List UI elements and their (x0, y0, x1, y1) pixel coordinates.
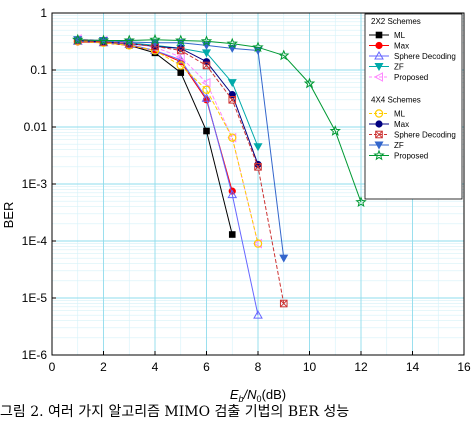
data-point (226, 37, 238, 49)
data-point (303, 77, 316, 89)
legend-label: ZF (394, 141, 404, 150)
x-tick-label: 0 (49, 360, 56, 374)
data-point (149, 33, 161, 45)
legend-label: ZF (394, 63, 404, 72)
data-point (279, 254, 289, 263)
legend-marker (373, 72, 383, 82)
x-tick-label: 6 (203, 360, 210, 374)
data-point (278, 49, 290, 61)
x-tick-label: 2 (100, 360, 107, 374)
legend-label: ML (394, 31, 406, 40)
data-point (279, 299, 288, 308)
data-point (228, 231, 236, 238)
y-tick-label: 1E-4 (22, 234, 48, 248)
axis-ticks: 0 2 4 6 8 10 12 14 16 1 0.1 0.01 1E-3 1E-4 1E-5 1E-6 (22, 6, 471, 374)
x-tick-label: 10 (303, 360, 317, 374)
x-tick-label: 4 (152, 360, 159, 374)
series-line-4x4-schemes-max (77, 39, 259, 165)
x-axis-label: Eb/N0(dB) (230, 387, 286, 404)
legend-label: ML (394, 110, 406, 119)
data-point (227, 79, 237, 88)
series-line-4x4-schemes-ml (77, 40, 259, 244)
series-line-4x4-schemes-proposed (77, 39, 362, 203)
data-point (177, 44, 185, 52)
data-point (355, 196, 367, 207)
x-tick-label: 12 (354, 360, 368, 374)
data-point (200, 35, 213, 47)
legend-marker (375, 130, 383, 139)
legend-group-title: 2X2 Schemes (371, 17, 421, 26)
legend-marker (375, 41, 383, 50)
legend-label: Max (394, 120, 409, 129)
data-point (72, 33, 84, 45)
data-point (177, 69, 185, 76)
y-tick-label: 1 (40, 6, 47, 20)
data-point (175, 52, 185, 62)
data-point (228, 133, 237, 142)
legend-label: Proposed (394, 73, 428, 82)
legend-box (364, 13, 463, 200)
legend-label: Sphere Decoding (394, 52, 456, 61)
legend-marker (375, 31, 383, 39)
data-point (252, 41, 264, 53)
legend-group-title: 4X4 Schemes (371, 96, 421, 105)
data-point (228, 96, 237, 104)
data-point (201, 77, 211, 88)
data-point (202, 49, 211, 58)
x-tick-label: 16 (457, 360, 471, 374)
data-point (175, 34, 187, 46)
legend-marker (374, 63, 384, 71)
data-point (202, 61, 211, 70)
legend-marker (374, 109, 384, 118)
data-point (202, 85, 211, 94)
legend-marker (374, 141, 384, 150)
data-point (329, 125, 341, 136)
data-point (201, 93, 212, 102)
legend-marker (374, 50, 384, 60)
ber-chart: 0 2 4 6 8 10 12 14 16 1 0.1 0.01 1E-3 1E-4 1E-5 1E-6 BE… (1, 6, 471, 404)
y-tick-label: 0.01 (24, 120, 48, 134)
data-point (123, 34, 135, 46)
data-point (253, 310, 263, 319)
series-4x4-schemes-proposed (72, 33, 367, 207)
y-tick-label: 1E-5 (22, 291, 48, 305)
data-point (202, 58, 211, 66)
legend-marker (375, 120, 383, 128)
legend-label: Sphere Decoding (394, 131, 456, 140)
figure-caption: 그림 2. 여러 가지 알고리즘 MIMO 검출 기법의 BER 성능 (0, 404, 350, 420)
y-tick-label: 1E-3 (22, 177, 48, 191)
x-tick-label: 14 (406, 360, 420, 374)
data-point (176, 61, 185, 70)
legend-label: Max (394, 42, 409, 51)
data-point (253, 143, 263, 152)
legend-marker (373, 149, 385, 161)
series-layer (72, 33, 367, 319)
y-tick-label: 1E-6 (22, 348, 48, 362)
data-point (203, 127, 210, 135)
y-axis-label: BER (1, 202, 16, 229)
data-point (97, 34, 110, 46)
data-point (253, 239, 263, 248)
data-point (227, 189, 238, 199)
x-tick-label: 8 (255, 360, 262, 374)
legend-label: Proposed (394, 152, 428, 161)
data-point (254, 163, 262, 171)
y-tick-label: 0.1 (30, 63, 47, 77)
